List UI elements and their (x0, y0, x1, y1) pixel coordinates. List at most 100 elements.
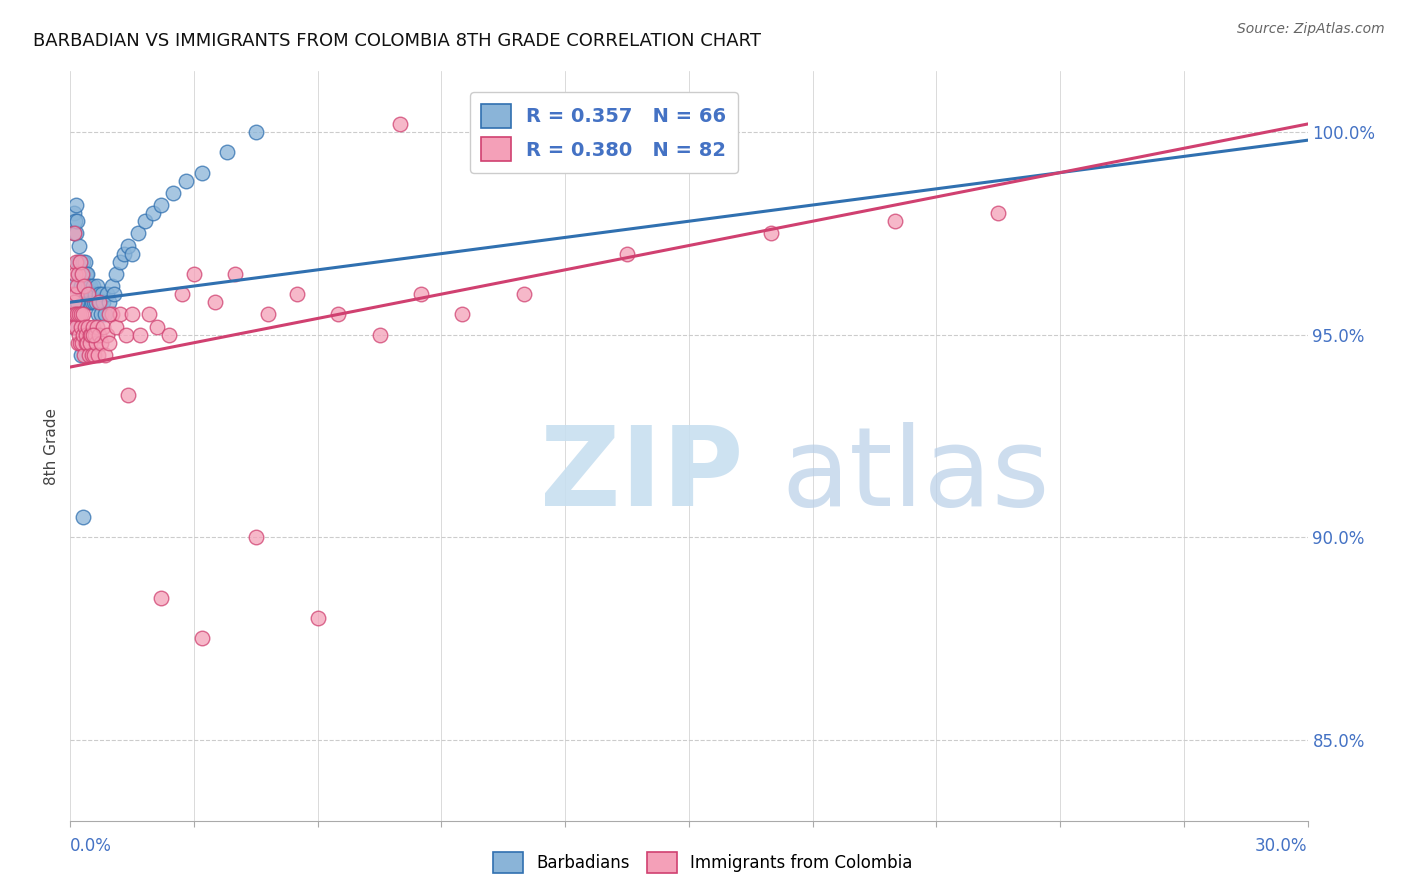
Point (224, 267, 246, 281)
Point (67, 307, 90, 321)
Point (100, 307, 122, 321)
Point (174, 174, 197, 188)
Point (285, 287, 308, 301)
Point (75, 267, 97, 281)
Point (62, 307, 84, 321)
Point (91, 295, 114, 310)
Point (215, 145, 238, 160)
Point (157, 327, 180, 342)
Point (73, 279, 96, 293)
Point (79, 295, 101, 310)
Point (69, 335, 91, 350)
Point (65, 307, 87, 321)
Point (80, 295, 103, 310)
Point (80, 327, 103, 342)
Point (409, 287, 432, 301)
Point (70, 335, 93, 350)
Point (257, 307, 280, 321)
Point (121, 246, 143, 260)
Text: 30.0%: 30.0% (1256, 838, 1308, 855)
Point (96, 327, 118, 342)
Point (65, 214, 87, 228)
Point (115, 327, 138, 342)
Point (127, 227, 149, 241)
Point (63, 267, 86, 281)
Point (63, 319, 86, 334)
Point (150, 591, 173, 605)
Point (66, 254, 89, 268)
Text: Source: ZipAtlas.com: Source: ZipAtlas.com (1237, 22, 1385, 37)
Point (63, 295, 86, 310)
Point (82, 319, 104, 334)
Point (65, 254, 87, 268)
Point (76, 319, 98, 334)
Point (82, 279, 104, 293)
Point (91, 287, 114, 301)
Point (108, 307, 131, 321)
Point (82, 327, 104, 342)
Y-axis label: 8th Grade: 8th Grade (44, 408, 59, 484)
Point (94, 348, 117, 362)
Legend: R = 0.357   N = 66, R = 0.380   N = 82: R = 0.357 N = 66, R = 0.380 N = 82 (470, 92, 738, 173)
Point (87, 307, 110, 321)
Point (66, 307, 89, 321)
Point (884, 214, 907, 228)
Point (79, 327, 101, 342)
Point (72, 327, 94, 342)
Point (170, 287, 193, 301)
Point (104, 267, 127, 281)
Point (62, 295, 84, 310)
Point (87, 348, 110, 362)
Point (146, 319, 169, 334)
Point (72, 307, 94, 321)
Point (63, 206, 86, 220)
Point (245, 530, 267, 544)
Text: 0.0%: 0.0% (70, 838, 112, 855)
Point (83, 348, 105, 362)
Point (204, 295, 226, 310)
Point (79, 279, 101, 293)
Point (60, 279, 83, 293)
Point (75, 327, 97, 342)
Point (67, 267, 90, 281)
Point (191, 632, 214, 646)
Point (66, 335, 89, 350)
Point (83, 295, 105, 310)
Point (77, 287, 100, 301)
Point (70, 287, 93, 301)
Point (76, 287, 98, 301)
Point (70, 267, 93, 281)
Point (77, 348, 100, 362)
Point (65, 287, 87, 301)
Point (90, 307, 112, 321)
Point (191, 166, 214, 180)
Point (60, 287, 83, 301)
Point (72, 509, 94, 524)
Point (75, 279, 97, 293)
Point (91, 319, 114, 334)
Point (62, 307, 84, 321)
Point (69, 254, 91, 268)
Point (72, 267, 94, 281)
Point (96, 287, 118, 301)
Point (103, 287, 125, 301)
Point (328, 307, 350, 321)
Point (69, 279, 91, 293)
Point (987, 206, 1010, 220)
Point (98, 307, 121, 321)
Point (98, 295, 121, 310)
Point (162, 186, 184, 200)
Point (65, 227, 87, 241)
Point (100, 279, 122, 293)
Point (138, 307, 160, 321)
Point (86, 319, 108, 334)
Text: atlas: atlas (782, 423, 1050, 530)
Point (79, 335, 101, 350)
Point (112, 246, 135, 260)
Point (72, 267, 94, 281)
Point (90, 335, 112, 350)
Point (89, 295, 111, 310)
Point (84, 287, 107, 301)
Point (63, 319, 86, 334)
Point (84, 295, 107, 310)
